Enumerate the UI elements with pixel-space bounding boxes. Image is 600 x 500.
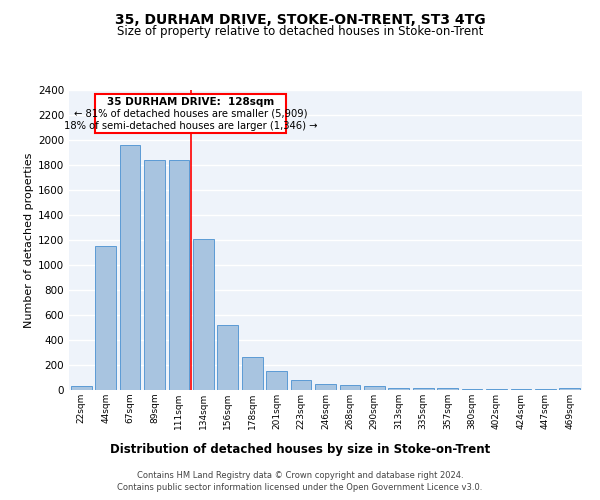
Bar — [437, 388, 458, 390]
Bar — [217, 325, 238, 390]
Bar — [144, 160, 165, 390]
Bar — [119, 145, 140, 390]
Bar — [266, 370, 287, 390]
Text: 35 DURHAM DRIVE:  128sqm: 35 DURHAM DRIVE: 128sqm — [107, 98, 274, 108]
Bar — [315, 384, 336, 390]
Text: Contains HM Land Registry data © Crown copyright and database right 2024.: Contains HM Land Registry data © Crown c… — [137, 471, 463, 480]
Text: Contains public sector information licensed under the Open Government Licence v3: Contains public sector information licen… — [118, 482, 482, 492]
Bar — [461, 389, 482, 390]
Y-axis label: Number of detached properties: Number of detached properties — [24, 152, 34, 328]
FancyBboxPatch shape — [95, 94, 286, 132]
Text: Size of property relative to detached houses in Stoke-on-Trent: Size of property relative to detached ho… — [117, 25, 483, 38]
Bar — [169, 160, 190, 390]
Bar — [413, 388, 434, 390]
Bar — [486, 389, 507, 390]
Text: 18% of semi-detached houses are larger (1,346) →: 18% of semi-detached houses are larger (… — [64, 120, 317, 130]
Bar — [559, 388, 580, 390]
Bar — [364, 386, 385, 390]
Bar — [193, 239, 214, 390]
Bar — [71, 386, 92, 390]
Text: 35, DURHAM DRIVE, STOKE-ON-TRENT, ST3 4TG: 35, DURHAM DRIVE, STOKE-ON-TRENT, ST3 4T… — [115, 12, 485, 26]
Bar — [388, 388, 409, 390]
Text: Distribution of detached houses by size in Stoke-on-Trent: Distribution of detached houses by size … — [110, 442, 490, 456]
Text: ← 81% of detached houses are smaller (5,909): ← 81% of detached houses are smaller (5,… — [74, 109, 307, 119]
Bar — [340, 385, 361, 390]
Bar — [242, 357, 263, 390]
Bar — [290, 380, 311, 390]
Bar — [95, 246, 116, 390]
